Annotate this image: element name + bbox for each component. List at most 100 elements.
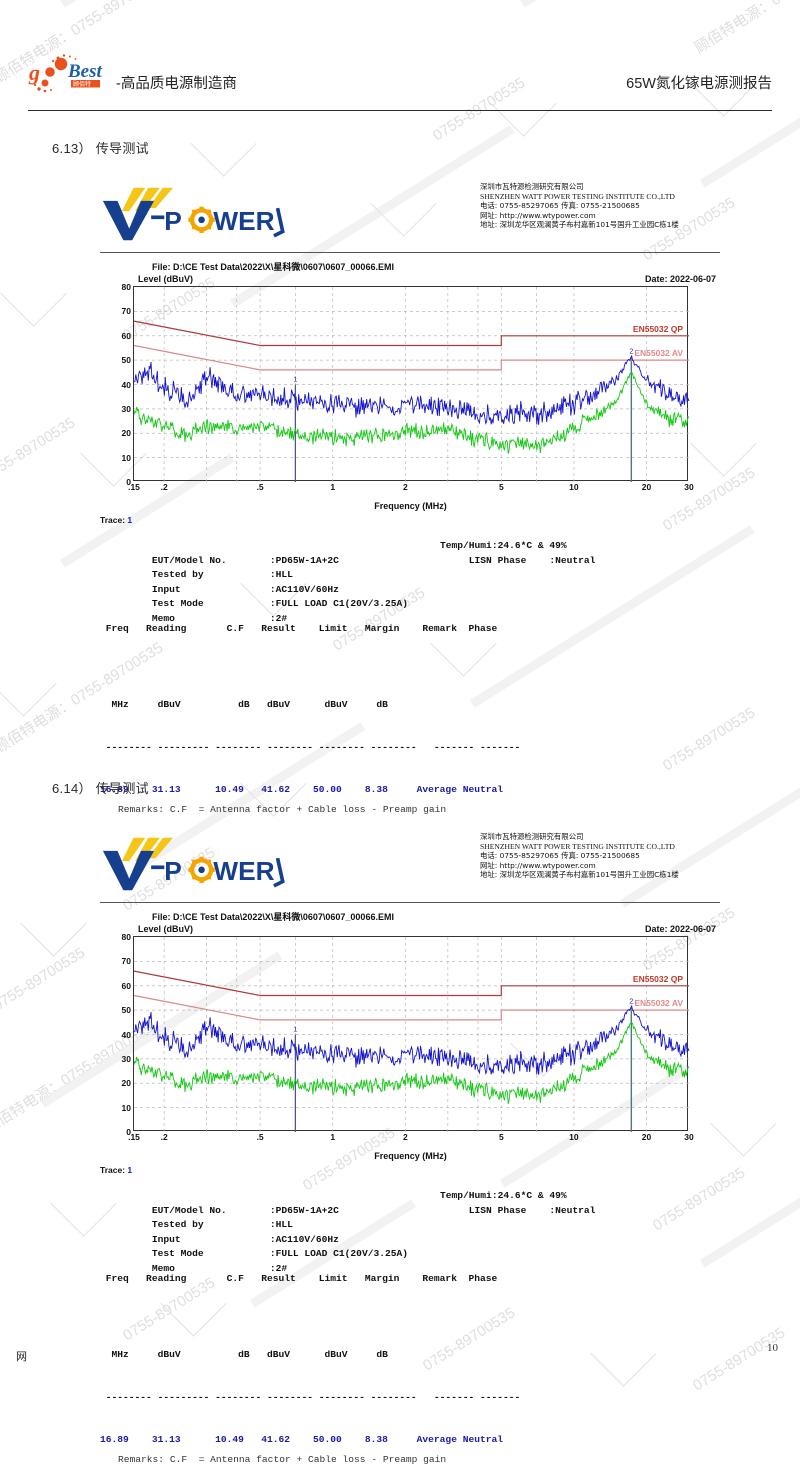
lab-header: P WER 深圳市瓦特源检测研究有限公司 SHENZHEN WATT POWER… [100, 178, 720, 250]
header-title: 65W氮化镓电源测报告 [626, 76, 772, 92]
eut-info-right: LISN Phase :Neutral [440, 1204, 596, 1216]
eut-info-right: LISN Phase :Neutral [440, 554, 596, 566]
eut-info-key: Input [151, 583, 181, 595]
y-axis-label: Level (dBuV) [138, 924, 194, 934]
lab-tel: 电话: 0755-85297065 传真: 0755-21500685 [480, 851, 640, 861]
y-axis-tick: 0 [126, 1127, 131, 1137]
eut-info-block: EUT/Model No.:PD65W-1A+2C Temp/Humi:24.6… [100, 1189, 720, 1274]
y-axis-tick: 80 [121, 932, 131, 942]
y-axis-tick: 40 [121, 1029, 131, 1040]
eut-info-value: :HLL [269, 569, 293, 581]
marker-label-1: 1 [293, 1027, 297, 1034]
header-divider [28, 110, 772, 111]
trace-legend-label: Trace: [100, 1165, 126, 1175]
chart-svg: 1 2 [133, 287, 690, 482]
x-axis-tick: .15 [128, 482, 140, 492]
y-axis-tick: 60 [121, 330, 131, 341]
lab-address: 地址: 深圳龙华区观澜黄子布村嘉新101号国升工业园C栋1楼 [480, 220, 679, 230]
eut-info-key: Test Mode [151, 1248, 204, 1260]
svg-text:顾佰特: 顾佰特 [73, 80, 91, 88]
eut-info-key: Test Mode [151, 598, 204, 610]
eut-info-value: :2# [269, 612, 288, 624]
results-header-row: Freq Reading C.F Result Limit Margin Rem… [100, 1272, 498, 1284]
emi-file-path: File: D:\CE Test Data\2022\X\星科微\0607\06… [152, 912, 394, 922]
eut-info-value: :PD65W-1A+2C [269, 554, 339, 566]
y-axis-tick: 80 [121, 282, 131, 292]
section-heading-613: 6.13） 传导测试 [52, 141, 149, 156]
lab-tel: 电话: 0755-85297065 传真: 0755-21500685 [480, 201, 640, 211]
eut-info-block: EUT/Model No.:PD65W-1A+2C Temp/Humi:24.6… [100, 539, 720, 624]
eut-info-right: Temp/Humi:24.6*C & 49% [440, 540, 567, 551]
watermark-band [520, 0, 780, 8]
y-axis-tick: 70 [121, 306, 131, 317]
x-axis-tick: .2 [160, 482, 168, 492]
eut-info-key: Memo [151, 1262, 175, 1274]
page-header: g Best 顾佰特 -高品质电源制造商 65W氮化镓电源测报告 [28, 50, 772, 108]
marker-label-1: 1 [293, 377, 297, 384]
y-axis-tick: 10 [121, 452, 131, 463]
x-axis-tick: 1 [330, 1132, 336, 1142]
table-row: 16.89 31.13 10.49 41.62 50.00 8.38 Avera… [100, 784, 504, 796]
x-axis-tick: 10 [569, 1132, 579, 1142]
watermark-chevron [190, 110, 257, 177]
report-block-613: P WER 深圳市瓦特源检测研究有限公司 SHENZHEN WATT POWER… [100, 178, 720, 815]
lab-header: P WER 深圳市瓦特源检测研究有限公司 SHENZHEN WATT POWER… [100, 828, 720, 900]
watermark-text: 0755-89700535 [0, 944, 89, 1015]
limit-line-qp [133, 320, 689, 347]
svg-text:Best: Best [67, 61, 103, 82]
x-axis-label: Frequency (MHz) [374, 501, 447, 511]
x-axis-label: Frequency (MHz) [374, 1151, 447, 1161]
chart-svg: 1 2 [133, 937, 690, 1132]
results-separator: -------- --------- -------- -------- ---… [100, 741, 521, 753]
results-table: Freq Reading C.F Result Limit Margin Rem… [100, 1272, 720, 1447]
eut-info-key: EUT/Model No. [151, 1204, 227, 1216]
trace-legend-label: Trace: [100, 515, 126, 525]
lab-name-cn: 深圳市瓦特源检测研究有限公司 [480, 182, 584, 191]
watermark-band [60, 0, 303, 8]
watermark-chevron [0, 650, 57, 717]
y-axis-tick: 40 [121, 379, 131, 390]
y-axis-label: Level (dBuV) [138, 274, 194, 284]
results-separator: -------- --------- -------- -------- ---… [100, 1391, 521, 1403]
eut-info-row: Tested by :HLL LISN Phase :Neutral [100, 554, 720, 581]
eut-info-key: Input [151, 1233, 181, 1245]
limit-line-qp [133, 970, 689, 997]
trace-legend: Trace: 1 [100, 515, 720, 525]
y-axis-tick: 50 [121, 355, 131, 366]
watermark-chevron [0, 260, 67, 327]
x-axis-tick: .5 [256, 1132, 264, 1142]
results-remarks: Remarks: C.F = Antenna factor + Cable lo… [118, 1454, 447, 1465]
trace-legend-value: 1 [127, 515, 133, 525]
eut-info-row: Tested by:HLL LISN Phase :Neutral [100, 1204, 720, 1231]
svg-text:WER: WER [213, 206, 274, 236]
trace-legend: Trace: 1 [100, 1165, 720, 1175]
trace-peak [133, 1004, 690, 1075]
lab-divider [100, 252, 720, 253]
eut-info-right: Temp/Humi:24.6*C & 49% [440, 1190, 567, 1201]
report-block-614: P WER 深圳市瓦特源检测研究有限公司 SHENZHEN WATT POWER… [100, 828, 720, 1465]
svg-text:P: P [164, 856, 182, 886]
report-date: Date: 2022-06-07 [644, 924, 716, 934]
x-axis-tick: 10 [569, 482, 579, 492]
lab-name-cn: 深圳市瓦特源检测研究有限公司 [480, 832, 584, 841]
lab-web: 网址: http://www.wtypower.com [480, 860, 596, 870]
lab-divider [100, 902, 720, 903]
header-subtitle: -高品质电源制造商 [116, 76, 237, 92]
trace-legend-value: 1 [127, 1165, 133, 1175]
y-axis-tick: 30 [121, 1053, 131, 1064]
x-axis-tick: 1 [330, 482, 336, 492]
eut-info-row: Input:AC110V/60Hz [100, 1218, 720, 1245]
svg-text:P: P [164, 206, 182, 236]
eut-info-value: :AC110V/60Hz [269, 583, 339, 595]
emi-file-path: File: D:\CE Test Data\2022\X\星科微\0607\06… [152, 262, 394, 272]
results-units-row: MHz dBuV dB dBuV dBuV dB [100, 698, 388, 710]
section-heading-614: 6.14） 传导测试 [52, 781, 149, 796]
y-axis-tick: 30 [121, 403, 131, 414]
eut-info-key: Tested by [151, 569, 204, 581]
x-axis-tick: 2 [402, 1132, 408, 1142]
limit-line-av [133, 994, 689, 1021]
eut-info-row: Test Mode:FULL LOAD C1(20V/3.25A) [100, 1233, 720, 1259]
limit-label-qp: EN55032 QP [632, 973, 683, 984]
results-units-row: MHz dBuV dB dBuV dBuV dB [100, 1348, 388, 1360]
trace-average [133, 372, 690, 454]
